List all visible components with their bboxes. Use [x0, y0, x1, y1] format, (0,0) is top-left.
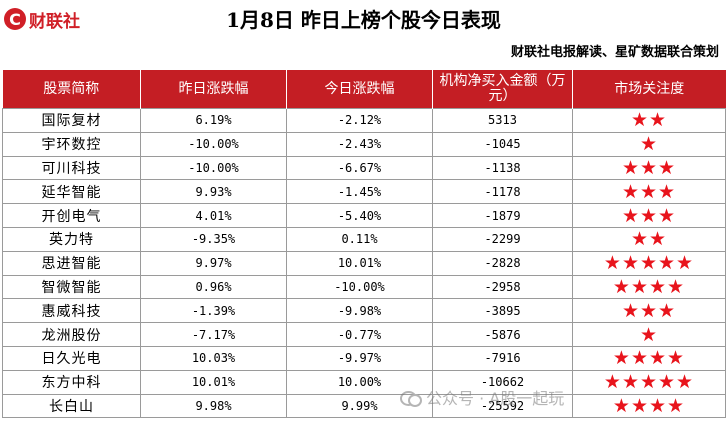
today-change: -2.43%	[286, 131, 433, 157]
stock-name: 长白山	[2, 393, 141, 419]
yesterday-change: -10.00%	[140, 131, 287, 157]
attention-stars: ★★★★	[572, 274, 726, 300]
attention-stars: ★	[572, 131, 726, 157]
today-change: -1.45%	[286, 179, 433, 205]
attention-stars: ★★★★	[572, 345, 726, 371]
today-change: -2.12%	[286, 108, 433, 133]
stock-name: 思进智能	[2, 250, 141, 276]
net-buy-amount: 5313	[432, 108, 573, 133]
yesterday-change: 6.19%	[140, 108, 287, 133]
net-buy-amount: -7916	[432, 345, 573, 371]
attention-stars: ★★★	[572, 298, 726, 324]
stock-name: 宇环数控	[2, 131, 141, 157]
stock-name: 延华智能	[2, 179, 141, 205]
table-row: 长白山 9.98% 9.99% -25592 ★★★★	[2, 393, 726, 419]
today-change: -9.97%	[286, 345, 433, 371]
stock-name: 龙洲股份	[2, 322, 141, 347]
today-change: -6.67%	[286, 155, 433, 181]
net-buy-amount: -25592	[432, 393, 573, 419]
yesterday-change: 9.97%	[140, 250, 287, 276]
table-row: 国际复材 6.19% -2.12% 5313 ★★	[2, 108, 726, 133]
wechat-icon	[400, 389, 422, 407]
today-change: -0.77%	[286, 322, 433, 347]
yesterday-change: 10.01%	[140, 369, 287, 395]
col-header-yesterday: 昨日涨跌幅	[140, 70, 287, 109]
attention-stars: ★★★	[572, 203, 726, 228]
yesterday-change: 9.98%	[140, 393, 287, 419]
net-buy-amount: -1879	[432, 203, 573, 228]
col-header-name: 股票简称	[2, 70, 141, 109]
col-header-attention: 市场关注度	[572, 70, 726, 109]
table-row: 智微智能 0.96% -10.00% -2958 ★★★★	[2, 274, 726, 300]
stock-table: 股票简称 昨日涨跌幅 今日涨跌幅 机构净买入金额（万元） 市场关注度 国际复材 …	[2, 70, 726, 419]
today-change: -10.00%	[286, 274, 433, 300]
attention-stars: ★	[572, 322, 726, 347]
stock-name: 智微智能	[2, 274, 141, 300]
table-row: 延华智能 9.93% -1.45% -1178 ★★★	[2, 179, 726, 205]
net-buy-amount: -2828	[432, 250, 573, 276]
net-buy-amount: -1045	[432, 131, 573, 157]
stock-name: 日久光电	[2, 345, 141, 371]
table-row: 惠威科技 -1.39% -9.98% -3895 ★★★	[2, 298, 726, 324]
today-change: -5.40%	[286, 203, 433, 228]
table-row: 思进智能 9.97% 10.01% -2828 ★★★★★	[2, 250, 726, 276]
net-buy-amount: -3895	[432, 298, 573, 324]
watermark: 公众号 · A股一起玩	[400, 385, 564, 409]
net-buy-amount: -1138	[432, 155, 573, 181]
table-row: 东方中科 10.01% 10.00% -10662 ★★★★★	[2, 369, 726, 395]
table-header-row: 股票简称 昨日涨跌幅 今日涨跌幅 机构净买入金额（万元） 市场关注度	[2, 70, 726, 109]
yesterday-change: 4.01%	[140, 203, 287, 228]
today-change: -9.98%	[286, 298, 433, 324]
col-header-today: 今日涨跌幅	[286, 70, 433, 109]
net-buy-amount: -2958	[432, 274, 573, 300]
attention-stars: ★★	[572, 226, 726, 252]
net-buy-amount: -1178	[432, 179, 573, 205]
watermark-text: 公众号 · A股一起玩	[426, 389, 565, 408]
table-row: 开创电气 4.01% -5.40% -1879 ★★★	[2, 203, 726, 228]
yesterday-change: -1.39%	[140, 298, 287, 324]
yesterday-change: 10.03%	[140, 345, 287, 371]
stock-name: 开创电气	[2, 203, 141, 228]
col-header-net-buy: 机构净买入金额（万元）	[432, 70, 573, 109]
stock-name: 国际复材	[2, 108, 141, 133]
logo-text: 财联社	[29, 11, 80, 32]
today-change: 0.11%	[286, 226, 433, 252]
attention-stars: ★★★	[572, 179, 726, 205]
table-row: 英力特 -9.35% 0.11% -2299 ★★	[2, 226, 726, 252]
stock-name: 惠威科技	[2, 298, 141, 324]
net-buy-amount: -10662	[432, 369, 573, 395]
stock-name: 东方中科	[2, 369, 141, 395]
yesterday-change: 9.93%	[140, 179, 287, 205]
attention-stars: ★★★	[572, 155, 726, 181]
table-row: 宇环数控 -10.00% -2.43% -1045 ★	[2, 131, 726, 157]
attention-stars: ★★★★★	[572, 369, 726, 395]
yesterday-change: -10.00%	[140, 155, 287, 181]
net-buy-amount: -5876	[432, 322, 573, 347]
table-row: 日久光电 10.03% -9.97% -7916 ★★★★	[2, 345, 726, 371]
attention-stars: ★★★★★	[572, 250, 726, 276]
attention-stars: ★★	[572, 108, 726, 133]
stock-name: 可川科技	[2, 155, 141, 181]
attention-stars: ★★★★	[572, 393, 726, 419]
yesterday-change: 0.96%	[140, 274, 287, 300]
net-buy-amount: -2299	[432, 226, 573, 252]
yesterday-change: -7.17%	[140, 322, 287, 347]
page-subtitle: 财联社电报解读、星矿数据联合策划	[510, 45, 719, 60]
table-row: 龙洲股份 -7.17% -0.77% -5876 ★	[2, 322, 726, 347]
logo-c-icon: C	[4, 8, 26, 30]
yesterday-change: -9.35%	[140, 226, 287, 252]
page-title: 1月8日 昨日上榜个股今日表现	[226, 8, 501, 32]
table-row: 可川科技 -10.00% -6.67% -1138 ★★★	[2, 155, 726, 181]
brand-logo: C 财联社	[4, 6, 80, 32]
today-change: 10.01%	[286, 250, 433, 276]
stock-name: 英力特	[2, 226, 141, 252]
